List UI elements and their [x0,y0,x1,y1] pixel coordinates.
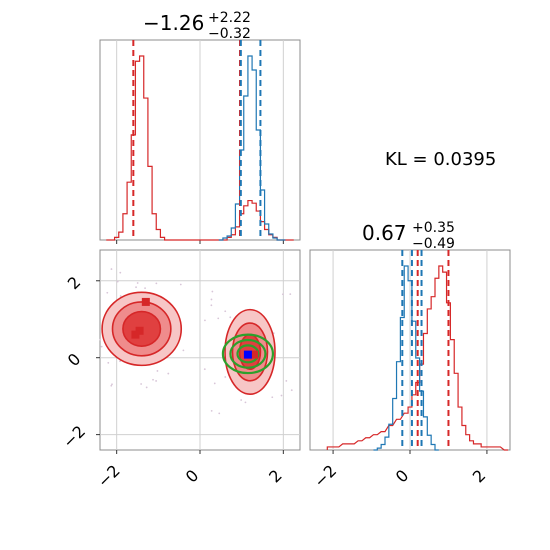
scatter-point [240,399,243,401]
scatter-point [204,319,206,322]
panel-bottom-right-histogram: −2 0 2 [309,249,511,491]
scatter-point [110,384,113,387]
scatter-point [119,360,121,363]
scatter-point [210,409,213,412]
y-tick-label: 0 [64,349,85,370]
scatter-point [229,316,232,319]
histogram-series-0 [373,265,439,451]
scatter-point [110,268,113,270]
panel-bottom-right-title-sup: +0.35 [412,220,455,236]
red-square-marker [135,326,144,335]
scatter-point [210,298,213,301]
panel-bottom-right-title-main: 0.67 [362,221,407,245]
scatter-point [289,293,292,295]
x-tick-label: −2 [94,461,124,491]
scatter-point [213,382,216,385]
green-contour [236,344,260,364]
panel-top-left-title-main: −1.26 [143,11,204,35]
scatter-point [281,293,284,296]
scatter-point [156,370,159,372]
blue-square-marker [243,350,252,359]
scatter-point [271,396,274,399]
scatter-point [119,295,122,297]
scatter-point [179,283,182,286]
scatter-point [218,412,221,415]
scatter-point [224,310,227,313]
panel-top-left-histogram [99,39,301,244]
scatter-point [155,282,158,285]
red-square-marker [141,297,150,306]
x-tick-label: 2 [265,466,286,487]
scatter-point [167,372,170,375]
scatter-point [119,271,122,274]
scatter-point [107,361,110,364]
scatter-point [280,394,283,397]
x-tick-label: 0 [182,466,203,487]
scatter-point [244,401,247,404]
green-contour [229,338,267,369]
scatter-point [136,282,139,284]
scatter-point [211,290,214,293]
x-tick-label: 2 [469,466,490,487]
green-contour [221,333,275,375]
kl-divergence-label: KL = 0.0395 [385,149,496,170]
panel-bottom-right-title-sub: −0.49 [412,236,455,252]
scatter-point [155,380,157,382]
red-square-marker [250,350,259,359]
scatter-point [152,378,154,381]
panel-top-left-title-sup: +2.22 [208,10,251,26]
panel-top-left-title-sub: −0.32 [208,26,251,42]
scatter-point [145,386,148,389]
x-tick-label: 0 [392,466,413,487]
scatter-point [285,380,288,382]
histogram-series-0 [218,55,286,241]
red-square-marker [131,330,140,339]
scatter-point [140,383,143,385]
scatter-point [217,317,220,320]
scatter-point [111,383,113,386]
y-tick-label: −2 [59,422,89,452]
scatter-point [100,345,103,348]
scatter-point [290,389,293,392]
histogram-series-0 [326,265,509,451]
scatter-point [224,376,227,378]
x-tick-label: −2 [310,461,340,491]
scatter-point [203,368,206,371]
panel-bottom-left-2d: −2 0 2 −2 0 2 [59,249,301,491]
scatter-point [135,286,137,289]
scatter-point [144,287,146,290]
y-tick-label: 2 [64,273,85,294]
scatter-point [182,349,185,352]
scatter-point [210,304,213,307]
scatter-point [99,338,102,341]
scatter-point [106,291,109,294]
scatter-point [116,280,119,283]
